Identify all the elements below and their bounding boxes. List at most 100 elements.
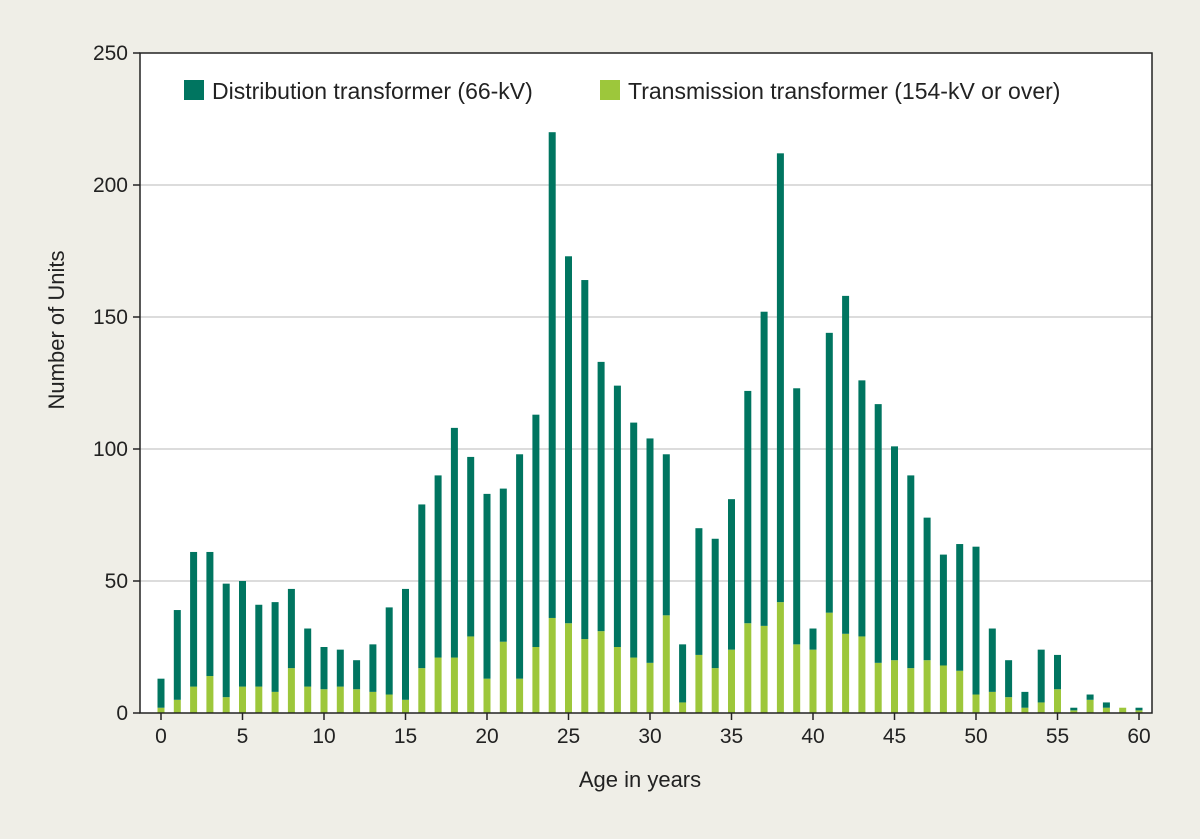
legend-swatch-distribution <box>184 80 204 100</box>
bar-distribution <box>695 528 703 655</box>
bar-distribution <box>1005 660 1013 698</box>
bar-distribution <box>662 454 670 616</box>
bar-distribution <box>1086 694 1094 700</box>
bar-transmission <box>809 649 817 713</box>
bar-distribution <box>418 504 426 669</box>
bar-transmission <box>842 633 850 713</box>
bar-transmission <box>581 639 589 713</box>
bar-transmission <box>239 686 246 713</box>
bar-transmission <box>173 699 181 713</box>
bar-transmission <box>613 647 621 713</box>
bar-distribution <box>239 581 246 687</box>
bar-distribution <box>255 604 263 687</box>
bar-distribution <box>923 517 931 661</box>
bar-transmission <box>939 665 947 713</box>
bar-transmission <box>467 636 475 713</box>
bar-transmission <box>499 641 507 713</box>
bar-transmission <box>793 644 801 713</box>
y-tick-label: 150 <box>93 306 128 329</box>
bar-transmission <box>353 689 361 713</box>
bar-transmission <box>1054 689 1061 713</box>
bar-distribution <box>369 644 377 692</box>
bar-distribution <box>222 583 230 698</box>
plot-area <box>140 53 1152 713</box>
bar-transmission <box>434 657 442 713</box>
bar-transmission <box>662 615 670 713</box>
bar-transmission <box>923 660 931 713</box>
bar-distribution <box>434 475 442 658</box>
y-tick-label: 200 <box>93 174 128 197</box>
bar-distribution <box>679 644 687 703</box>
bar-transmission <box>385 694 393 713</box>
bar-transmission <box>336 686 344 713</box>
bar-distribution <box>157 678 165 708</box>
legend-label-transmission: Transmission transformer (154-kV or over… <box>628 78 1060 104</box>
x-tick-label: 30 <box>638 725 661 748</box>
bar-distribution <box>728 499 735 650</box>
bar-distribution <box>516 454 524 679</box>
x-tick-label: 45 <box>883 725 906 748</box>
bar-distribution <box>1102 702 1110 708</box>
bar-distribution <box>1054 654 1061 690</box>
bar-distribution <box>450 427 458 658</box>
bar-distribution <box>304 628 312 687</box>
bar-transmission <box>760 625 768 713</box>
bar-transmission <box>450 657 458 713</box>
bar-distribution <box>1037 649 1045 703</box>
bar-transmission <box>565 623 572 713</box>
bar-transmission <box>728 649 735 713</box>
bar-distribution <box>353 660 361 690</box>
bar-transmission <box>206 676 214 713</box>
bar-transmission <box>776 602 784 713</box>
legend-swatch-transmission <box>600 80 620 100</box>
bar-transmission <box>874 662 882 713</box>
bar-transmission <box>956 670 964 713</box>
y-tick-label: 0 <box>116 702 128 725</box>
bar-distribution <box>173 610 181 700</box>
y-tick-label: 250 <box>93 42 128 65</box>
bar-transmission <box>1070 710 1078 713</box>
bar-distribution <box>956 544 964 671</box>
bar-transmission <box>320 689 328 713</box>
bar-distribution <box>988 628 996 692</box>
bar-distribution <box>532 414 540 647</box>
bar-distribution <box>842 295 850 634</box>
bar-transmission <box>907 668 915 713</box>
bar-distribution <box>483 493 491 679</box>
bar-transmission <box>711 668 719 713</box>
bar-distribution <box>891 446 898 661</box>
bar-distribution <box>874 404 882 663</box>
x-tick-label: 40 <box>801 725 824 748</box>
bar-distribution <box>467 456 475 637</box>
bar-distribution <box>336 649 344 687</box>
bar-distribution <box>565 256 572 624</box>
bar-distribution <box>858 380 866 637</box>
plot-frame <box>139 52 1153 714</box>
bar-transmission <box>1102 707 1110 713</box>
bar-transmission <box>679 702 687 713</box>
bar-transmission <box>597 631 605 713</box>
x-tick-label: 0 <box>155 725 167 748</box>
bar-distribution <box>206 551 214 677</box>
bar-transmission <box>630 657 638 713</box>
x-tick-label: 35 <box>720 725 743 748</box>
bar-transmission <box>516 678 524 713</box>
bar-distribution <box>385 607 393 695</box>
bar-distribution <box>972 546 980 695</box>
bar-distribution <box>287 588 295 669</box>
x-tick-label: 5 <box>237 725 249 748</box>
x-tick-label: 20 <box>475 725 498 748</box>
bar-transmission <box>1135 710 1143 713</box>
bar-distribution <box>630 422 638 658</box>
bar-distribution <box>760 311 768 626</box>
bar-transmission <box>255 686 263 713</box>
bar-distribution <box>776 153 784 603</box>
bar-transmission <box>1021 707 1029 713</box>
bar-transmission <box>695 654 703 713</box>
bar-transmission <box>1005 697 1013 713</box>
bar-transmission <box>483 678 491 713</box>
x-tick-label: 50 <box>964 725 987 748</box>
bar-transmission <box>858 636 866 713</box>
legend-label-distribution: Distribution transformer (66-kV) <box>212 78 533 104</box>
